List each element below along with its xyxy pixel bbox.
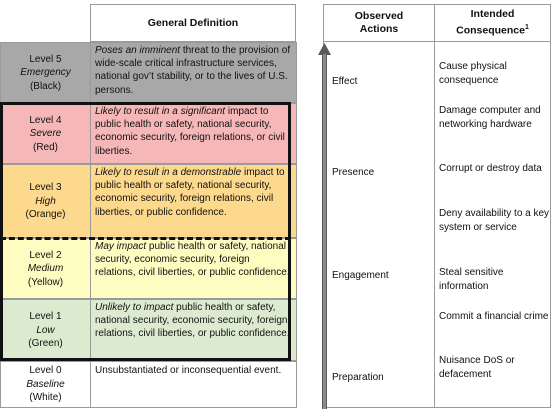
observed-actions-header-text: Observed Actions [354, 10, 404, 35]
level-1-row: Level 1 Low (Green) Unlikely to impact p… [0, 299, 297, 361]
severity-schema-table: General Definition Level 5 Emergency (Bl… [0, 4, 297, 408]
intended-consequence-header-text: Intended Consequence [456, 8, 525, 37]
color-name: (Black) [29, 80, 62, 92]
escalation-up-arrow-icon [318, 43, 331, 409]
severity-name: Low [36, 324, 55, 336]
severity-name: Emergency [20, 67, 71, 79]
level-name: Level 1 [29, 311, 62, 323]
definition-text: impact to public health or safety, natio… [95, 167, 285, 218]
consequence-availability: Deny availability to a key system or ser… [439, 208, 550, 233]
color-name: (Yellow) [27, 276, 64, 288]
action-presence: Presence [332, 167, 375, 178]
action-effect: Effect [332, 76, 358, 87]
severity-name: Baseline [26, 378, 65, 390]
definition-text: public health or safety, national securi… [95, 241, 290, 279]
level-name: Level 2 [29, 249, 62, 261]
footnote-marker: 1 [524, 24, 529, 32]
consequence-physical: Cause physical consequence [439, 61, 507, 86]
color-name: (Orange) [25, 209, 66, 221]
level-1-label: Level 1 Low (Green) [1, 300, 91, 360]
definition-emphasis: Unlikely to impact [95, 302, 174, 313]
level-2-row: Level 2 Medium (Yellow) May impact publi… [0, 238, 297, 299]
level-name: Level 0 [29, 365, 62, 376]
level-name: Level 4 [29, 114, 62, 126]
level-name: Level 3 [29, 182, 62, 194]
consequence-financial-crime: Commit a financial crime [439, 311, 549, 322]
general-definition-header-text: General Definition [147, 17, 239, 29]
intended-consequence-header: Intended Consequence1 [434, 4, 551, 42]
consequence-nuisance: Nuisance DoS or defacement [439, 355, 515, 380]
definition-text: threat to the provision of wide-scale cr… [95, 45, 291, 96]
severity-name: Severe [29, 128, 62, 140]
definition-text: public health or safety, national securi… [95, 302, 290, 340]
level-4-definition: Likely to result in a significant impact… [91, 104, 296, 163]
intended-consequence-column: Cause physical consequence Damage comput… [434, 41, 551, 408]
observed-actions-column: Effect Presence Engagement Preparation [318, 41, 435, 409]
level-5-label: Level 5 Emergency (Black) [1, 43, 91, 102]
level-2-definition: May impact public health or safety, nati… [91, 239, 296, 298]
severity-name: Medium [27, 263, 64, 275]
color-name: (Green) [28, 338, 63, 350]
consequence-steal-information: Steal sensitive information [439, 267, 504, 292]
action-engagement: Engagement [332, 270, 389, 281]
level-3-row: Level 3 High (Orange) Likely to result i… [0, 164, 297, 238]
definition-text: impact to public health or safety, natio… [95, 106, 285, 157]
consequence-hardware: Damage computer and networking hardware [439, 105, 541, 130]
severity-name: High [35, 195, 56, 207]
definition-emphasis: May impact [95, 241, 147, 252]
actions-consequences-table: Observed Actions Intended Consequence1 E… [318, 4, 551, 409]
level-3-definition: Likely to result in a demonstrable impac… [91, 165, 296, 237]
level-3-label: Level 3 High (Orange) [1, 165, 91, 237]
level-1-definition: Unlikely to impact public health or safe… [91, 300, 296, 360]
general-definition-header: General Definition [90, 4, 296, 42]
definition-emphasis: Poses an imminent [95, 45, 181, 56]
level-5-row: Level 5 Emergency (Black) Poses an immin… [0, 42, 297, 103]
definition-emphasis: Likely to result in a demonstrable [95, 167, 242, 178]
level-4-label: Level 4 Severe (Red) [1, 104, 91, 163]
color-name: (White) [29, 392, 62, 403]
definition-emphasis: Likely to result in a significant [95, 106, 226, 117]
definition-text: Unsubstantiated or inconsequential event… [95, 365, 282, 376]
level-4-row: Level 4 Severe (Red) Likely to result in… [0, 103, 297, 164]
action-preparation: Preparation [332, 372, 384, 383]
color-name: (Red) [32, 141, 58, 153]
intended-consequence-header-wrap: Intended Consequence1 [445, 8, 540, 38]
level-2-label: Level 2 Medium (Yellow) [1, 239, 91, 298]
level-0-row: Level 0 Baseline (White) Unsubstantiated… [0, 361, 297, 408]
consequence-data: Corrupt or destroy data [439, 163, 542, 174]
level-5-definition: Poses an imminent threat to the provisio… [91, 43, 296, 102]
observed-actions-header: Observed Actions [323, 4, 435, 42]
level-0-definition: Unsubstantiated or inconsequential event… [91, 362, 296, 407]
level-name: Level 5 [29, 53, 62, 65]
level-0-label: Level 0 Baseline (White) [1, 362, 91, 407]
